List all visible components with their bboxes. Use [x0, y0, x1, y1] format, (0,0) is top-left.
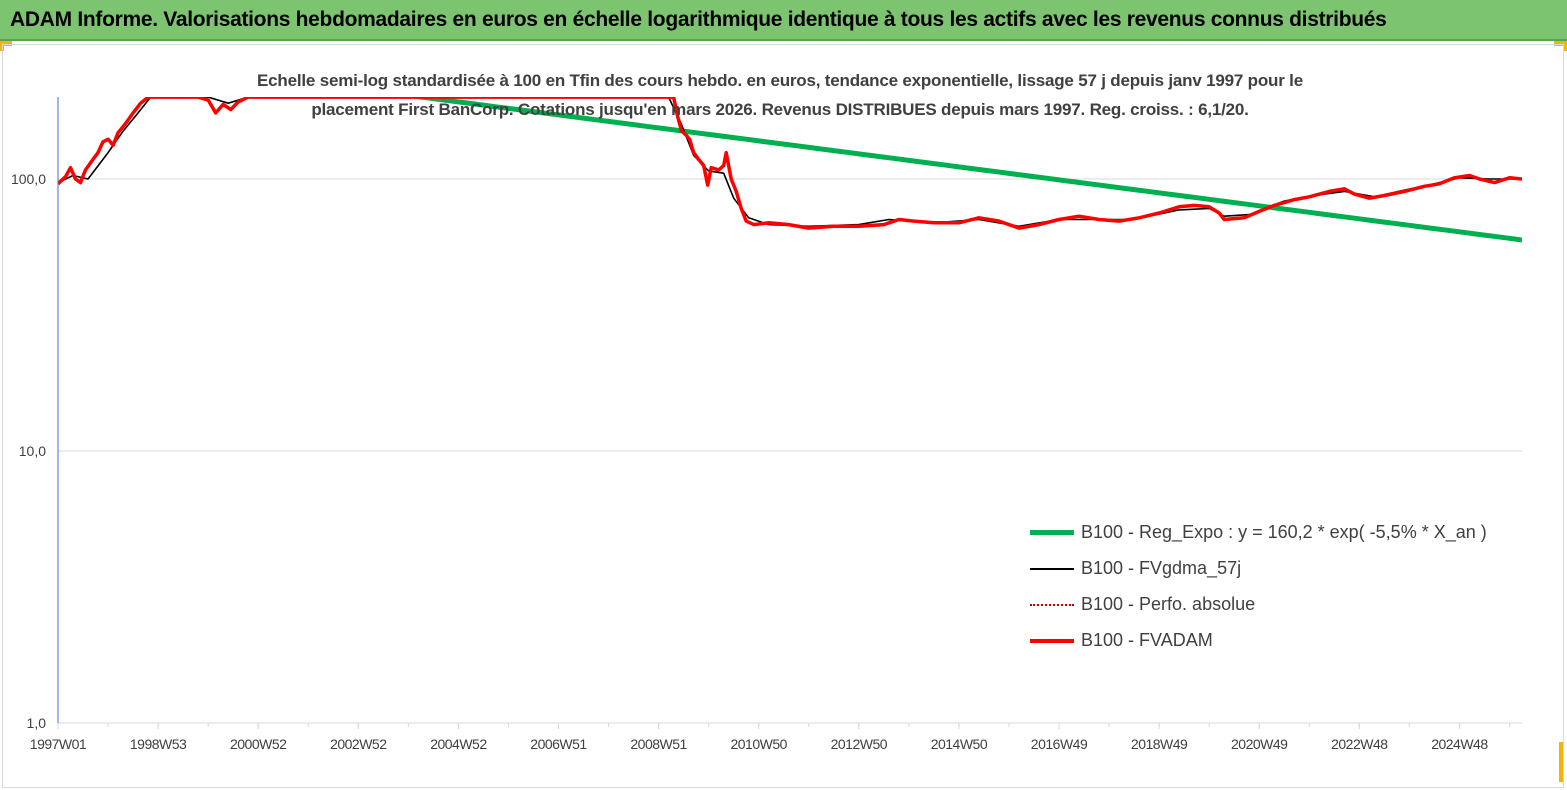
y-tick-label-0: 100,0	[11, 171, 46, 187]
legend-label-trend: B100 - Reg_Expo : y = 160,2 * exp( -5,5%…	[1081, 522, 1487, 542]
legend-label-fvadam: B100 - FVADAM	[1081, 630, 1213, 650]
x-tick-label-9: 2014W50	[931, 736, 988, 752]
header-bar: ADAM Informe. Valorisations hebdomadaire…	[0, 0, 1567, 41]
y-tick-label-1: 10,0	[19, 443, 46, 459]
x-tick-label-4: 2004W52	[430, 736, 487, 752]
x-tick-label-0: 1997W01	[30, 736, 87, 752]
legend-label-moving-average: B100 - FVgdma_57j	[1081, 558, 1242, 578]
legend-swatch-moving-average	[1030, 568, 1074, 570]
x-tick-label-8: 2012W50	[831, 736, 888, 752]
x-tick-label-10: 2016W49	[1031, 736, 1088, 752]
corner-marker-top-right-v	[1563, 41, 1567, 51]
legend-swatch-trend	[1030, 530, 1074, 535]
chart-title-line-2: placement First BanCorp. Cotations jusqu…	[311, 100, 1249, 119]
corner-marker-bottom-right	[1559, 742, 1564, 782]
legend-label-absolute-performance: B100 - Perfo. absolue	[1081, 594, 1256, 614]
x-tick-label-13: 2022W48	[1331, 736, 1388, 752]
x-tick-label-11: 2018W49	[1131, 736, 1188, 752]
legend-swatch-fvadam	[1030, 639, 1074, 643]
chart-frame	[2, 44, 1564, 788]
x-tick-label-14: 2024W48	[1431, 736, 1488, 752]
legend-swatch-absolute-performance	[1030, 604, 1074, 606]
x-tick-label-2: 2000W52	[230, 736, 287, 752]
chart-title-line-1: Echelle semi-log standardisée à 100 en T…	[257, 71, 1303, 90]
y-tick-label-2: 1,0	[27, 715, 47, 731]
x-tick-label-1: 1998W53	[130, 736, 187, 752]
x-tick-label-3: 2002W52	[330, 736, 387, 752]
chart-title: Echelle semi-log standardisée à 100 en T…	[180, 66, 1380, 124]
series-trend-line	[401, 97, 1522, 243]
header-title: ADAM Informe. Valorisations hebdomadaire…	[10, 8, 1387, 31]
corner-marker-top-right	[1554, 41, 1567, 46]
series-fvadam-line	[58, 97, 1522, 230]
x-tick-label-5: 2006W51	[530, 736, 587, 752]
x-tick-label-12: 2020W49	[1231, 736, 1288, 752]
corner-marker-top-left	[0, 41, 12, 46]
x-tick-label-7: 2010W50	[730, 736, 787, 752]
x-tick-label-6: 2008W51	[630, 736, 687, 752]
